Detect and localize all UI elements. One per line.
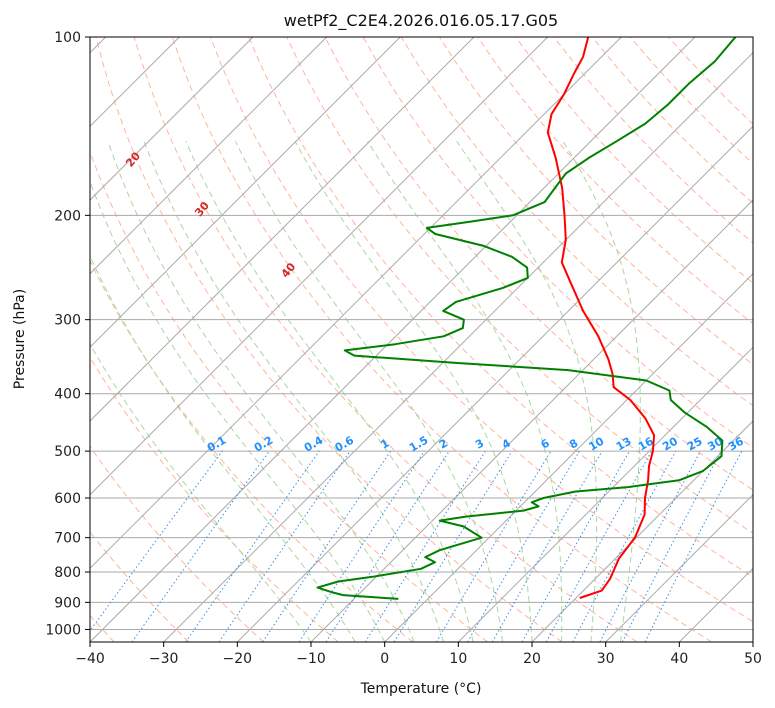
temperature-line — [546, 37, 656, 599]
dry-adiabat-line — [133, 37, 638, 642]
dry-adiabat-line — [90, 356, 339, 642]
x-tick-label: 30 — [597, 651, 615, 667]
dry-adiabat-line — [324, 37, 753, 491]
dry-adiabat-line — [515, 37, 753, 284]
mixing-ratio-line — [90, 450, 223, 632]
mixing-ratio-line — [325, 450, 450, 642]
chart-title: wetPf2_C2E4.2026.016.05.17.G05 — [284, 11, 558, 31]
mixing-ratio-line — [599, 450, 701, 642]
isotherm-line — [90, 37, 622, 570]
mixing-ratio-label: 6 — [539, 436, 552, 451]
y-tick-label: 400 — [54, 387, 81, 403]
isotherm-line — [236, 125, 753, 642]
y-tick-label: 100 — [54, 30, 81, 46]
y-tick-label: 900 — [54, 595, 81, 611]
isotherms — [90, 37, 753, 642]
x-tick-label: 0 — [380, 651, 389, 667]
dry-adiabat-label: 10 — [65, 108, 85, 128]
isotherm-line — [678, 567, 753, 642]
dry-adiabat-line — [95, 37, 563, 642]
moist-adiabat-line — [90, 180, 386, 642]
moist-adiabat-line — [185, 141, 474, 642]
isobars — [90, 37, 753, 630]
dry-adiabats — [90, 37, 753, 642]
dry-adiabat-label: 0 — [10, 31, 25, 45]
x-tick-label: −10 — [296, 651, 326, 667]
dry-adiabat-line — [90, 259, 414, 642]
mixing-ratio-line — [218, 450, 351, 642]
isotherm-line — [605, 493, 753, 642]
dry-adiabat-label: 40 — [279, 260, 299, 280]
mixing-ratio-line — [364, 450, 486, 642]
isotherm-line — [457, 346, 753, 642]
y-tick-label: 200 — [54, 208, 81, 224]
mixing-ratio-line — [262, 450, 392, 642]
mixing-ratio-line — [131, 450, 270, 642]
y-tick-label: 800 — [54, 565, 81, 581]
isotherm-line — [310, 199, 753, 642]
isotherm-line — [163, 51, 753, 642]
isotherm-line — [752, 641, 753, 642]
mixing-ratio-label: 1 — [378, 437, 391, 452]
dry-adiabat-label: 30 — [192, 199, 212, 219]
mixing-ratio-line — [545, 450, 653, 642]
x-tick-label: −40 — [75, 651, 105, 667]
x-tick-label: 20 — [523, 651, 541, 667]
y-tick-label: 600 — [54, 491, 81, 507]
isotherm-line — [384, 272, 753, 642]
isotherm-line — [90, 37, 401, 349]
isotherm-line — [90, 37, 254, 201]
isotherm-line — [90, 37, 328, 275]
x-axis-title: Temperature (°C) — [360, 681, 482, 697]
dry-adiabat-line — [90, 445, 264, 642]
mixing-ratio-line — [185, 450, 320, 642]
moist-adiabat-line — [367, 141, 563, 642]
mixing-ratio-line — [521, 450, 630, 642]
x-tick-label: −30 — [149, 651, 179, 667]
dry-adiabat-line — [90, 531, 190, 642]
dry-adiabat-line — [591, 37, 753, 204]
dry-adiabat-line — [668, 37, 753, 125]
y-tick-label: 300 — [54, 313, 81, 329]
y-axis-ticks: 100 200 300 400 500 600 700 800 900 1000 — [45, 30, 90, 638]
dewpoint-line — [316, 37, 737, 600]
y-tick-label: 1000 — [45, 622, 81, 638]
y-tick-label: 700 — [54, 531, 81, 547]
line-labels: 0.10.20.40.611.52346810131620253036-100-… — [10, 31, 746, 454]
moist-adiabats — [90, 141, 641, 642]
mixing-ratio-line — [393, 450, 513, 642]
mixing-ratio-label: 8 — [567, 437, 580, 452]
isotherm-line — [90, 37, 475, 422]
mixing-ratio-line — [298, 450, 425, 642]
moist-adiabat-line — [562, 141, 641, 642]
isotherm-line — [531, 420, 753, 642]
x-tick-label: 10 — [449, 651, 467, 667]
mixing-ratio-line — [467, 450, 580, 642]
mixing-ratio-line — [644, 450, 743, 642]
dry-adiabat-label: 20 — [123, 149, 143, 169]
profile-series — [316, 37, 737, 600]
plot-area: 0.10.20.40.611.52346810131620253036-100-… — [10, 31, 753, 642]
mixing-ratio-line — [572, 450, 677, 642]
dry-adiabat-line — [171, 37, 712, 642]
y-tick-label: 500 — [54, 444, 81, 460]
dry-adiabat-line — [553, 37, 753, 244]
dry-adiabat-line — [286, 37, 753, 534]
dry-adiabat-line — [210, 37, 753, 623]
y-axis-title: Pressure (hPa) — [12, 289, 28, 389]
mixing-ratio-lines — [90, 450, 743, 642]
x-tick-label: −20 — [223, 651, 253, 667]
x-tick-label: 40 — [670, 651, 688, 667]
mixing-ratio-label: 3 — [473, 437, 486, 452]
moist-adiabat-line — [456, 141, 598, 642]
x-tick-label: 50 — [744, 651, 762, 667]
isotherm-line — [90, 37, 696, 642]
plot-frame — [89, 36, 754, 643]
isotherm-line — [90, 37, 549, 496]
moist-adiabat-line — [143, 141, 445, 642]
mixing-ratio-label: 4 — [500, 436, 513, 451]
x-axis-ticks: −40 −30 −20 −10 0 10 20 30 40 50 — [75, 642, 762, 667]
